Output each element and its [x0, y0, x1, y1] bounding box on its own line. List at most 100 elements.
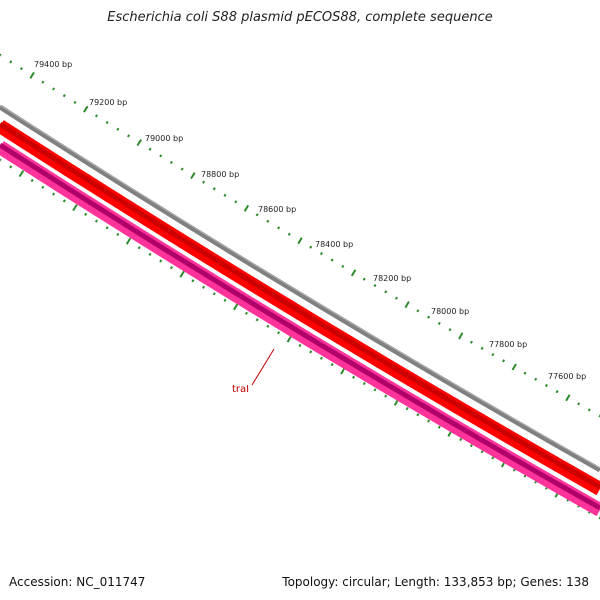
inner-ruler-minor-tick	[159, 259, 163, 263]
tick-label-78800: 78800 bp	[201, 170, 239, 179]
outer-ruler-minor-tick	[202, 180, 206, 184]
inner-ruler-minor-tick	[266, 324, 270, 328]
gene-label-leader-line	[251, 348, 275, 386]
outer-ruler-minor-tick	[330, 258, 334, 262]
inner-ruler-minor-tick	[84, 212, 88, 216]
outer-ruler-minor-tick	[94, 114, 98, 118]
inner-ruler-minor-tick	[309, 350, 313, 354]
outer-ruler-major-tick	[297, 237, 303, 245]
outer-ruler-minor-tick	[491, 352, 495, 357]
outer-ruler-minor-tick	[127, 134, 131, 138]
outer-ruler-major-tick	[404, 301, 410, 309]
tick-label-79000: 79000 bp	[145, 134, 183, 143]
inner-ruler-major-tick	[286, 335, 292, 343]
backbone-track-highlight	[0, 104, 600, 469]
outer-ruler-minor-tick	[159, 154, 163, 158]
inner-ruler-minor-tick	[116, 232, 120, 237]
outer-ruler-major-tick	[458, 332, 464, 340]
inner-ruler-minor-tick	[41, 185, 45, 189]
inner-ruler-minor-tick	[105, 226, 109, 230]
tick-label-77800: 77800 bp	[489, 340, 527, 349]
inner-ruler-minor-tick	[298, 343, 302, 348]
outer-ruler-minor-tick	[309, 245, 313, 249]
topology-summary-text: Topology: circular; Length: 133,853 bp; …	[282, 575, 589, 589]
inner-ruler-minor-tick	[212, 292, 216, 296]
outer-ruler-major-tick	[29, 71, 35, 79]
accession-text: Accession: NC_011747	[9, 575, 146, 589]
outer-ruler-major-tick	[511, 363, 517, 371]
tick-label-77600: 77600 bp	[548, 372, 586, 381]
tick-label-78600: 78600 bp	[258, 205, 296, 214]
outer-ruler-minor-tick	[148, 147, 152, 151]
inner-ruler-minor-tick	[255, 318, 259, 322]
inner-ruler-minor-tick	[512, 468, 516, 472]
outer-ruler-minor-tick	[448, 328, 452, 332]
outer-ruler-minor-tick	[180, 167, 184, 171]
outer-ruler-minor-tick	[277, 226, 281, 230]
outer-ruler-minor-tick	[266, 219, 270, 223]
outer-ruler-minor-tick	[73, 100, 77, 105]
inner-ruler-minor-tick	[244, 311, 248, 315]
inner-ruler-minor-tick	[427, 419, 431, 423]
outer-ruler-minor-tick	[555, 389, 559, 394]
outer-ruler-minor-tick	[362, 277, 366, 281]
outer-ruler-minor-tick	[116, 127, 120, 131]
outer-ruler-minor-tick	[427, 315, 431, 319]
outer-ruler-minor-tick	[9, 60, 13, 64]
tick-label-78000: 78000 bp	[431, 307, 469, 316]
outer-ruler-minor-tick	[373, 284, 377, 288]
outer-ruler-major-tick	[136, 139, 142, 147]
outer-ruler-minor-tick	[105, 120, 109, 125]
outer-ruler-minor-tick	[0, 53, 2, 57]
outer-ruler-minor-tick	[169, 160, 173, 165]
inner-ruler-major-tick	[18, 170, 25, 178]
inner-ruler-minor-tick	[9, 165, 13, 169]
ruler-tick-labels: 79400 bp 79200 bp 79000 bp 78800 bp 7860…	[34, 60, 586, 381]
outer-ruler-minor-tick	[577, 402, 581, 406]
outer-ruler-minor-tick	[62, 94, 66, 98]
inner-ruler-minor-tick	[319, 356, 323, 360]
tick-label-79400: 79400 bp	[34, 60, 72, 69]
inner-ruler-minor-tick	[0, 158, 2, 162]
outer-ruler-minor-tick	[319, 251, 323, 256]
backbone-track	[0, 104, 600, 473]
outer-ruler-minor-tick	[19, 67, 23, 71]
outer-ruler-minor-tick	[394, 296, 398, 300]
outer-ruler-ticks	[0, 53, 600, 418]
inner-ruler-minor-tick	[469, 444, 473, 448]
outer-ruler-minor-tick	[212, 187, 216, 191]
inner-ruler-minor-tick	[137, 246, 141, 250]
inner-ruler-minor-tick	[437, 425, 441, 429]
outer-ruler-minor-tick	[287, 232, 291, 236]
map-title: Escherichia coli S88 plasmid pECOS88, co…	[107, 10, 493, 25]
inner-ruler-minor-tick	[62, 199, 66, 203]
tick-label-78400: 78400 bp	[315, 240, 353, 249]
tick-label-79200: 79200 bp	[89, 98, 127, 107]
gene-label-trai[interactable]: traI	[232, 384, 249, 395]
inner-ruler-minor-tick	[330, 362, 334, 367]
outer-ruler-major-tick	[565, 394, 571, 402]
inner-ruler-minor-tick	[94, 219, 98, 223]
inner-ruler-minor-tick	[277, 331, 281, 335]
outer-ruler-minor-tick	[416, 309, 420, 313]
inner-ruler-minor-tick	[352, 375, 356, 379]
outer-ruler-minor-tick	[223, 193, 227, 197]
outer-ruler-major-tick	[190, 172, 196, 180]
tick-label-78200: 78200 bp	[373, 274, 411, 283]
inner-ruler-major-tick	[233, 303, 239, 311]
outer-ruler-minor-tick	[469, 340, 473, 344]
outer-ruler-minor-tick	[534, 377, 538, 381]
inner-ruler-minor-tick	[191, 279, 195, 283]
outer-ruler-minor-tick	[41, 80, 45, 84]
inner-ruler-minor-tick	[384, 394, 388, 398]
inner-ruler-minor-tick	[30, 178, 34, 183]
outer-ruler-minor-tick	[52, 87, 56, 91]
outer-ruler-minor-tick	[255, 213, 259, 217]
inner-ruler-minor-tick	[480, 450, 484, 454]
inner-ruler-minor-tick	[362, 382, 366, 386]
forward-strand-feature-shade	[0, 121, 600, 490]
inner-ruler-major-tick	[72, 204, 78, 212]
inner-ruler-minor-tick	[223, 298, 227, 302]
